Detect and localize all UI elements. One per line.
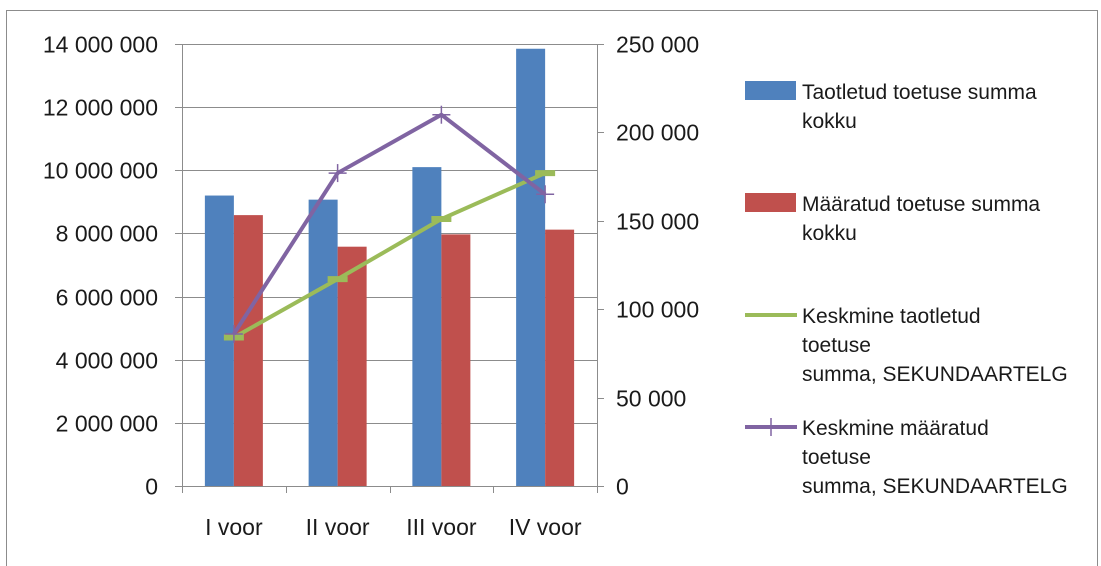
primary-axis-tick-label: 4 000 000 — [56, 348, 158, 374]
primary-axis-tick-label: 2 000 000 — [56, 411, 158, 437]
primary-axis-tick-label: 14 000 000 — [43, 32, 158, 58]
primary-axis-tick-label: 10 000 000 — [43, 158, 158, 184]
bar — [337, 246, 367, 486]
primary-axis-tick-label: 12 000 000 — [43, 95, 158, 121]
legend-label: summa, SEKUNDAARTELG — [802, 475, 1068, 498]
bar — [412, 167, 442, 486]
series-line — [232, 171, 546, 340]
legend-label: kokku — [802, 222, 857, 245]
legend-label: summa, SEKUNDAARTELG — [802, 363, 1068, 386]
primary-axis-tick-label: 8 000 000 — [56, 221, 158, 247]
axes — [175, 44, 604, 493]
primary-axis-tick-label: 6 000 000 — [56, 285, 158, 311]
primary-axis-tick-label: 0 — [145, 474, 158, 500]
category-label: IV voor — [509, 514, 582, 540]
legend-label: Määratud toetuse summa — [802, 193, 1040, 216]
bar — [441, 234, 471, 486]
legend-label: kokku — [802, 110, 857, 133]
chart-frame — [6, 10, 1098, 566]
bar — [545, 229, 575, 486]
legend-label: Keskmine määratud — [802, 417, 989, 440]
bars — [204, 48, 575, 487]
legend-swatch — [745, 193, 796, 212]
secondary-axis-tick-label: 250 000 — [616, 32, 699, 58]
secondary-axis-tick-label: 50 000 — [616, 386, 686, 412]
secondary-axis-tick-label: 0 — [616, 474, 629, 500]
bar — [516, 48, 546, 486]
bar — [233, 215, 263, 487]
series-lines — [223, 105, 556, 343]
legend-label: Keskmine taotletud — [802, 305, 981, 328]
legend-swatch — [745, 81, 796, 100]
legend-label: Taotletud toetuse summa — [802, 81, 1037, 104]
secondary-axis-tick-label: 150 000 — [616, 209, 699, 235]
bar — [308, 199, 338, 486]
series-line — [232, 112, 547, 336]
tick-labels: 0 2 000 000 4 000 000 6 000 000 8 000 000 10 … — [43, 32, 699, 541]
legend-label: toetuse — [802, 446, 871, 469]
category-label: III voor — [406, 514, 477, 540]
secondary-axis-tick-label: 100 000 — [616, 297, 699, 323]
bar — [204, 195, 234, 487]
legend-label: toetuse — [802, 334, 871, 357]
category-label: II voor — [306, 514, 370, 540]
category-label: I voor — [205, 514, 263, 540]
secondary-axis-tick-label: 200 000 — [616, 120, 699, 146]
legend: Taotletud toetuse summa kokku Määratud toe… — [745, 81, 1068, 498]
